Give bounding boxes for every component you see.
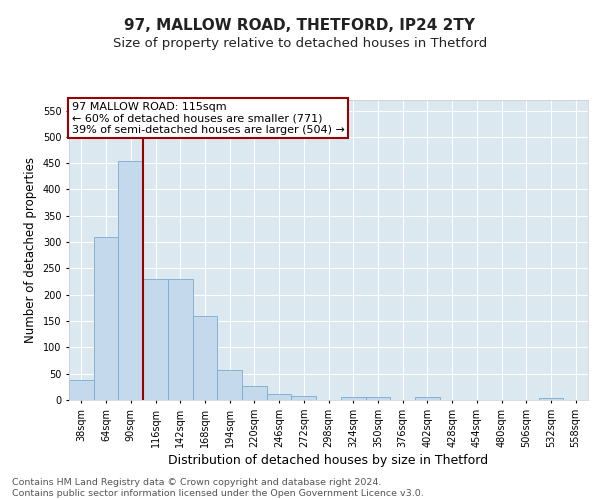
Bar xyxy=(118,160,143,400)
Bar xyxy=(267,394,292,400)
Bar xyxy=(168,279,193,400)
Bar xyxy=(365,398,390,400)
Bar xyxy=(69,380,94,400)
Text: 97, MALLOW ROAD, THETFORD, IP24 2TY: 97, MALLOW ROAD, THETFORD, IP24 2TY xyxy=(125,18,476,32)
Bar xyxy=(539,398,563,400)
Text: Contains HM Land Registry data © Crown copyright and database right 2024.
Contai: Contains HM Land Registry data © Crown c… xyxy=(12,478,424,498)
Bar xyxy=(341,398,365,400)
Bar xyxy=(217,370,242,400)
Y-axis label: Number of detached properties: Number of detached properties xyxy=(24,157,37,343)
X-axis label: Distribution of detached houses by size in Thetford: Distribution of detached houses by size … xyxy=(169,454,488,467)
Bar xyxy=(94,237,118,400)
Text: 97 MALLOW ROAD: 115sqm
← 60% of detached houses are smaller (771)
39% of semi-de: 97 MALLOW ROAD: 115sqm ← 60% of detached… xyxy=(71,102,344,134)
Bar xyxy=(143,279,168,400)
Text: Size of property relative to detached houses in Thetford: Size of property relative to detached ho… xyxy=(113,38,487,51)
Bar xyxy=(292,396,316,400)
Bar xyxy=(193,316,217,400)
Bar xyxy=(242,386,267,400)
Bar xyxy=(415,398,440,400)
